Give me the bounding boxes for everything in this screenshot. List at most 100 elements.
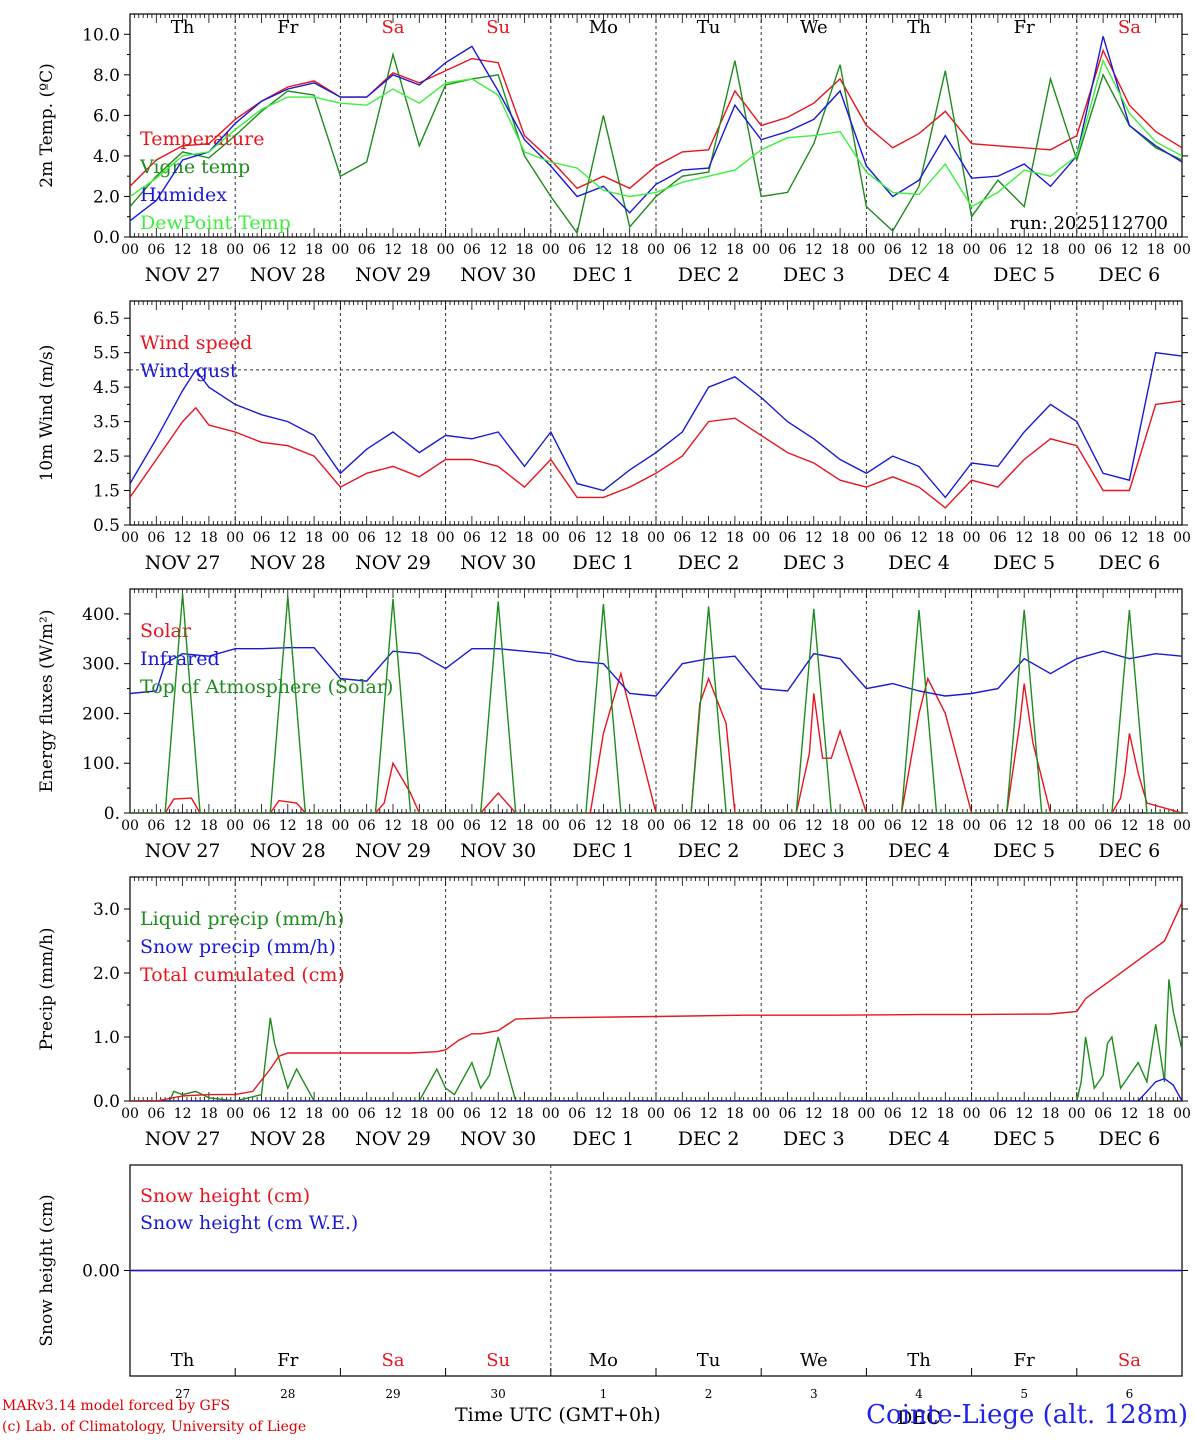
date-label: DEC 5 bbox=[993, 840, 1055, 862]
legend-entry: Snow height (cm) bbox=[140, 1185, 310, 1207]
y-tick-label: 0.5 bbox=[93, 516, 120, 536]
hour-tick-label: 06 bbox=[779, 242, 797, 258]
y-tick-label: 0.00 bbox=[82, 1262, 120, 1282]
hour-tick-label: 18 bbox=[831, 530, 849, 546]
hour-tick-label: 06 bbox=[1094, 818, 1112, 834]
hour-tick-label: 00 bbox=[437, 242, 455, 258]
month-label: DEC bbox=[897, 1407, 941, 1429]
hour-tick-label: 00 bbox=[542, 1106, 560, 1122]
series-line-wind-speed bbox=[130, 400, 1182, 509]
series-line-liquid-precip-mm-h- bbox=[130, 979, 1182, 1101]
hour-tick-label: 18 bbox=[516, 818, 534, 834]
hour-tick-label: 00 bbox=[963, 818, 981, 834]
y-tick-label: 6.5 bbox=[93, 309, 120, 329]
hour-tick-label: 00 bbox=[752, 1106, 770, 1122]
time-axis-label: Time UTC (GMT+0h) bbox=[455, 1404, 661, 1426]
hour-tick-label: 18 bbox=[1147, 818, 1165, 834]
hour-tick-label: 12 bbox=[805, 818, 823, 834]
hour-tick-label: 12 bbox=[174, 1106, 192, 1122]
date-label: NOV 29 bbox=[355, 264, 431, 286]
date-label: NOV 30 bbox=[460, 1128, 536, 1150]
y-tick-label: 4.0 bbox=[93, 147, 120, 167]
hour-tick-label: 06 bbox=[1094, 242, 1112, 258]
hour-tick-label: 00 bbox=[542, 818, 560, 834]
hour-tick-label: 00 bbox=[647, 242, 665, 258]
hour-tick-label: 18 bbox=[410, 530, 428, 546]
hour-tick-label: 00 bbox=[121, 1106, 139, 1122]
hour-tick-label: 00 bbox=[752, 242, 770, 258]
panel-wind: 0.5 1.5 2.5 3.5 4.5 5.5 6.5 10m Wind (m/s) 00 06 1… bbox=[37, 300, 1191, 574]
date-label: DEC 3 bbox=[783, 264, 845, 286]
hour-tick-label: 18 bbox=[516, 1106, 534, 1122]
date-label: DEC 2 bbox=[678, 1128, 740, 1150]
hour-tick-label: 12 bbox=[910, 530, 928, 546]
day-number-label: 29 bbox=[385, 1387, 400, 1401]
date-label: NOV 29 bbox=[355, 1128, 431, 1150]
date-label: DEC 6 bbox=[1099, 840, 1161, 862]
date-label: NOV 28 bbox=[250, 552, 326, 574]
hour-tick-label: 06 bbox=[568, 530, 586, 546]
legend-entry: Liquid precip (mm/h) bbox=[140, 908, 344, 930]
hour-tick-label: 18 bbox=[516, 530, 534, 546]
legend-entry: Wind gust bbox=[140, 360, 238, 382]
weekday-label: Tu bbox=[697, 17, 721, 38]
weekday-label: Fr bbox=[277, 17, 298, 38]
panel-frame bbox=[129, 300, 1183, 526]
hour-tick-label: 18 bbox=[305, 1106, 323, 1122]
hour-tick-label: 06 bbox=[358, 242, 376, 258]
hour-tick-label: 06 bbox=[147, 242, 165, 258]
day-number-label: 2 bbox=[705, 1387, 713, 1401]
hour-tick-label: 12 bbox=[489, 530, 507, 546]
hour-tick-label: 00 bbox=[1068, 1106, 1086, 1122]
hour-tick-label: 18 bbox=[726, 1106, 744, 1122]
hour-tick-label: 12 bbox=[1015, 530, 1033, 546]
hour-tick-label: 00 bbox=[331, 818, 349, 834]
hour-tick-label: 06 bbox=[989, 530, 1007, 546]
hour-tick-label: 00 bbox=[331, 242, 349, 258]
hour-tick-label: 06 bbox=[253, 242, 271, 258]
hour-tick-label: 18 bbox=[200, 530, 218, 546]
hour-tick-label: 12 bbox=[279, 818, 297, 834]
date-label: DEC 5 bbox=[993, 264, 1055, 286]
series-line-solar bbox=[130, 670, 1182, 813]
hour-tick-label: 18 bbox=[936, 818, 954, 834]
hour-tick-label: 00 bbox=[226, 530, 244, 546]
hour-tick-label: 18 bbox=[621, 530, 639, 546]
weekday-label: Sa bbox=[381, 1350, 404, 1371]
date-label: DEC 2 bbox=[678, 264, 740, 286]
hour-tick-label: 12 bbox=[174, 530, 192, 546]
hour-tick-label: 18 bbox=[621, 242, 639, 258]
hour-tick-label: 00 bbox=[1068, 530, 1086, 546]
date-label: DEC 5 bbox=[993, 552, 1055, 574]
hour-tick-label: 00 bbox=[857, 530, 875, 546]
y-tick-label: 2.0 bbox=[93, 964, 120, 984]
hour-tick-label: 00 bbox=[1068, 818, 1086, 834]
day-number-label: 30 bbox=[491, 1387, 506, 1401]
weekday-label: We bbox=[800, 17, 828, 38]
date-label: NOV 27 bbox=[145, 840, 221, 862]
weekday-label: Th bbox=[171, 17, 195, 38]
hour-tick-label: 12 bbox=[384, 1106, 402, 1122]
hour-tick-label: 12 bbox=[805, 1106, 823, 1122]
hour-tick-label: 12 bbox=[489, 242, 507, 258]
lab-credit: (c) Lab. of Climatology, University of L… bbox=[2, 1419, 307, 1435]
date-label: DEC 4 bbox=[888, 1128, 950, 1150]
date-label: NOV 27 bbox=[145, 552, 221, 574]
hour-tick-label: 12 bbox=[594, 530, 612, 546]
hour-tick-label: 06 bbox=[779, 530, 797, 546]
hour-tick-label: 18 bbox=[305, 818, 323, 834]
hour-tick-label: 00 bbox=[226, 1106, 244, 1122]
weekday-label: Mo bbox=[589, 1350, 618, 1371]
hour-tick-label: 12 bbox=[700, 242, 718, 258]
legend-entry: Snow precip (mm/h) bbox=[140, 936, 336, 958]
panel-frame bbox=[129, 588, 1183, 814]
hour-tick-label: 18 bbox=[305, 242, 323, 258]
hour-tick-label: 00 bbox=[121, 530, 139, 546]
y-axis-label: 2m Temp. (ºC) bbox=[37, 63, 57, 188]
y-tick-label: 100. bbox=[82, 754, 120, 774]
legend-entry: Total cumulated (cm) bbox=[140, 964, 345, 986]
weekday-label: Sa bbox=[1118, 1350, 1141, 1371]
date-label: NOV 27 bbox=[145, 264, 221, 286]
hour-tick-label: 18 bbox=[936, 1106, 954, 1122]
